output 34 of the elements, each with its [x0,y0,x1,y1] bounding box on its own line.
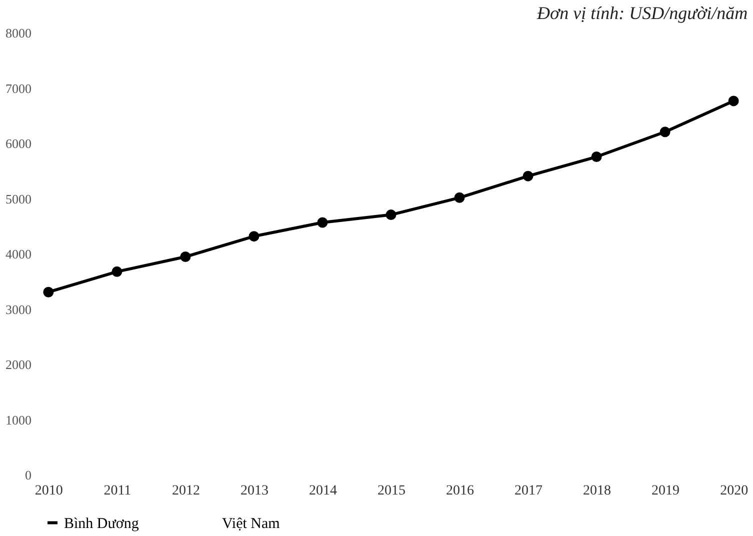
y-tick-label: 6000 [6,136,32,151]
y-tick-label: 8000 [6,26,32,40]
point [248,231,260,242]
point [660,126,670,138]
point [112,266,122,277]
point [522,170,534,182]
y-tick-label: 7000 [6,80,32,96]
y-tick-label: 4000 [6,246,32,262]
x-tick-label: 2019 [652,484,680,498]
x-tick-label: 2013 [240,484,268,498]
x-tick-label: 2014 [308,484,337,498]
x-tick-label: 2016 [446,484,474,498]
x-tick-label: 2017 [514,484,543,498]
point [180,252,191,262]
y-tick-label: 2000 [6,357,32,372]
point [317,217,328,228]
chart-subtitle: Đơn vị tính: USD/người/năm [536,3,748,23]
point [454,192,465,203]
y-tick-label: 1000 [6,412,32,428]
x-tick-label: 2012 [172,484,200,498]
point [386,210,396,220]
x-tick-label: 2010 [34,484,63,498]
x-tick-label: 2011 [104,484,132,498]
x-tick-label: 2018 [583,484,612,498]
y-tick-label: 3000 [6,302,32,317]
point [728,96,739,106]
y-tick-label: 0 [25,468,32,482]
x-tick-label: 2015 [378,484,406,498]
text: Việt Nam [222,516,280,532]
legend-label: Bình Dương [64,516,140,532]
point [43,286,54,298]
x-tick-label: 2020 [720,484,748,498]
point [591,152,602,162]
y-tick-label: 5000 [6,191,32,206]
